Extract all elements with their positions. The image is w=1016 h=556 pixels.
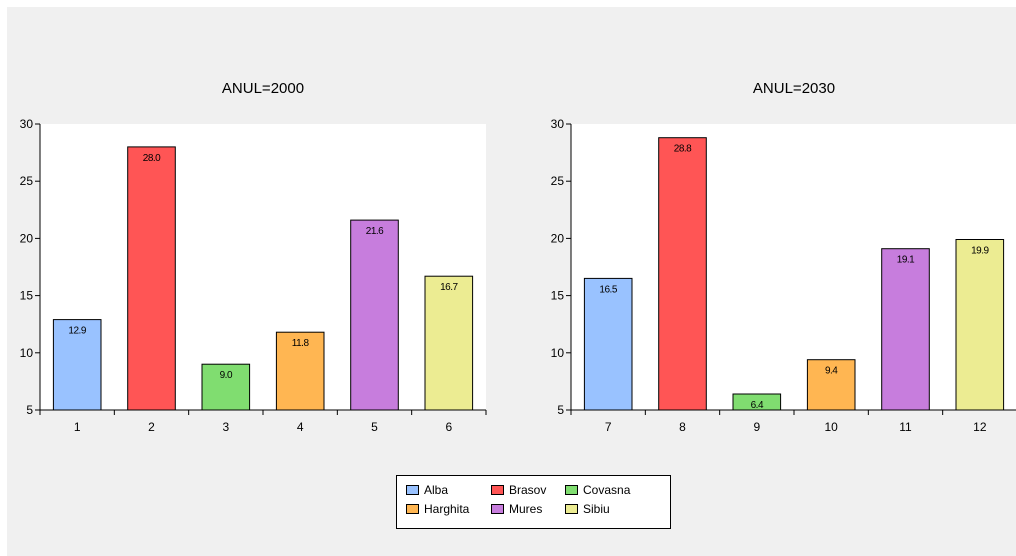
- chart-2-y-tick-label-20: 20: [551, 231, 565, 245]
- chart-2-x-tick-label-7: 7: [605, 420, 612, 434]
- chart-1-data-label-2: 28.0: [143, 153, 161, 164]
- legend-swatch-covasna: [565, 485, 578, 495]
- chart-1-data-label-6: 16.7: [440, 282, 458, 293]
- chart-1-x-tick-label-5: 5: [371, 420, 378, 434]
- chart-1-bar-2: [127, 146, 176, 411]
- chart-2-y-tick-label-25: 25: [551, 174, 565, 188]
- legend-swatch-mures: [491, 504, 504, 514]
- chart-2-data-label-12: 19.9: [971, 246, 989, 257]
- chart-1-bar-5: [350, 219, 399, 411]
- legend-label-alba: Alba: [424, 483, 449, 497]
- legend-swatch-sibiu: [565, 504, 578, 514]
- chart-2-data-label-9: 6.4: [751, 400, 764, 411]
- legend-label-mures: Mures: [509, 502, 543, 516]
- legend-label-harghita: Harghita: [424, 502, 470, 516]
- chart-1-title: ANUL=2000: [222, 80, 304, 97]
- legend-item-covasna: Covasna: [565, 483, 630, 497]
- chart-2-x-tick-label-8: 8: [679, 420, 686, 434]
- legend-label-sibiu: Sibiu: [583, 502, 610, 516]
- chart-2-bar-8: [658, 137, 707, 411]
- chart-1-y-tick-label-20: 20: [20, 231, 34, 245]
- legend-swatch-harghita: [406, 504, 419, 514]
- chart-2-y-tick-label-10: 10: [551, 346, 565, 360]
- chart-1-data-label-3: 9.0: [220, 370, 233, 381]
- chart-2-y-tick-label-15: 15: [551, 289, 565, 303]
- chart-2-y-tick-label-30: 30: [551, 117, 565, 131]
- chart-1-data-label-4: 11.8: [292, 338, 310, 349]
- chart-1-y-tick-label-15: 15: [20, 289, 34, 303]
- chart-2-y-tick-label-5: 5: [557, 403, 564, 417]
- chart-2-bar-12: [955, 239, 1005, 411]
- chart-1-y-tick-label-5: 5: [26, 403, 33, 417]
- legend-item-brasov: Brasov: [491, 483, 546, 497]
- chart-1-bar-4: [275, 331, 325, 411]
- chart-1-x-tick-label-3: 3: [222, 420, 229, 434]
- chart-1-bar-1: [52, 319, 102, 411]
- chart-1-y-tick-label-25: 25: [20, 174, 34, 188]
- figure: ANUL=200012.928.09.011.821.616.751015202…: [20, 80, 1016, 434]
- chart-2-bar-10: [806, 359, 856, 411]
- chart-1-data-label-1: 12.9: [68, 326, 86, 337]
- legend-swatch-alba: [406, 485, 419, 495]
- chart-2-bar-11: [881, 248, 930, 411]
- chart-1-x-tick-label-2: 2: [148, 420, 155, 434]
- chart-1-bar-6: [424, 275, 474, 411]
- chart-1-y-tick-label-30: 30: [20, 117, 34, 131]
- chart-2-plot-area: [571, 124, 1016, 410]
- legend-label-brasov: Brasov: [509, 483, 547, 497]
- chart-1-bar-3: [201, 363, 251, 411]
- legend: Alba Brasov Covasna Harghita Mures Sibiu: [396, 475, 671, 529]
- legend-item-mures: Mures: [491, 502, 542, 516]
- chart-panel: ANUL=2000 12.9 28.0 9.0 11.8 21.6 16.7 5 10 15 20 2…: [7, 7, 1016, 556]
- chart-1-x-tick-label-4: 4: [297, 420, 304, 434]
- chart-2-data-label-11: 19.1: [897, 255, 915, 266]
- chart-2-data-label-10: 9.4: [825, 366, 838, 377]
- chart-2-x-tick-label-11: 11: [899, 420, 912, 434]
- legend-item-harghita: Harghita: [406, 502, 469, 516]
- chart-2-data-label-7: 16.5: [599, 284, 617, 295]
- legend-item-sibiu: Sibiu: [565, 502, 610, 516]
- chart-1-x-tick-label-1: 1: [74, 420, 81, 434]
- chart-2-title: ANUL=2030: [753, 80, 835, 97]
- legend-item-alba: Alba: [406, 483, 448, 497]
- chart-1-data-label-5: 21.6: [366, 226, 384, 237]
- chart-2-x-tick-label-12: 12: [973, 420, 987, 434]
- chart-1-plot-area: [40, 124, 486, 410]
- chart-2-data-label-8: 28.8: [674, 144, 692, 155]
- chart-2-x-tick-label-10: 10: [824, 420, 838, 434]
- legend-swatch-brasov: [491, 485, 504, 495]
- chart-1-y-tick-label-10: 10: [20, 346, 34, 360]
- chart-1-x-tick-label-6: 6: [445, 420, 452, 434]
- chart-2-x-tick-label-9: 9: [753, 420, 760, 434]
- chart-2-bar-7: [583, 277, 633, 411]
- legend-label-covasna: Covasna: [583, 483, 631, 497]
